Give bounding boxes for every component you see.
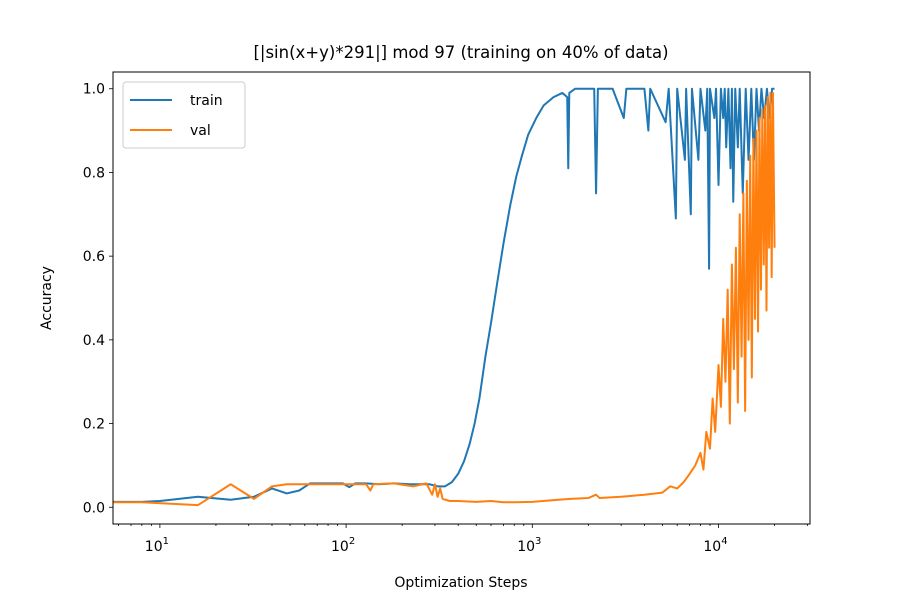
legend-label-val: val	[190, 123, 211, 139]
legend: train val	[122, 81, 246, 149]
x-axis-label: Optimization Steps	[394, 575, 527, 591]
chart-title: [|sin(x+y)*291|] mod 97 (training on 40%…	[253, 43, 668, 62]
series-layer	[113, 87, 776, 507]
y-tick-label: 0.8	[83, 165, 105, 181]
plot-frame	[112, 71, 811, 525]
y-tick-label: 0.4	[83, 333, 105, 349]
y-tick-label: 0.6	[83, 249, 105, 265]
x-axis-ticks: 101 102 103 104	[118, 524, 808, 555]
x-tick-label: 103	[517, 536, 541, 555]
series-line-val	[113, 91, 776, 507]
x-tick-label: 101	[145, 536, 169, 555]
y-tick-label: 0.2	[83, 417, 105, 433]
y-tick-label: 0.0	[83, 500, 105, 516]
x-tick-label: 104	[703, 536, 727, 555]
x-tick-label: 102	[331, 536, 355, 555]
y-axis-label: Accuracy	[39, 266, 55, 330]
y-tick-label: 1.0	[83, 82, 105, 98]
legend-label-train: train	[190, 93, 223, 109]
legend-box	[122, 81, 246, 149]
y-axis-ticks: 0.0 0.2 0.4 0.6 0.8 1.0	[83, 82, 113, 516]
